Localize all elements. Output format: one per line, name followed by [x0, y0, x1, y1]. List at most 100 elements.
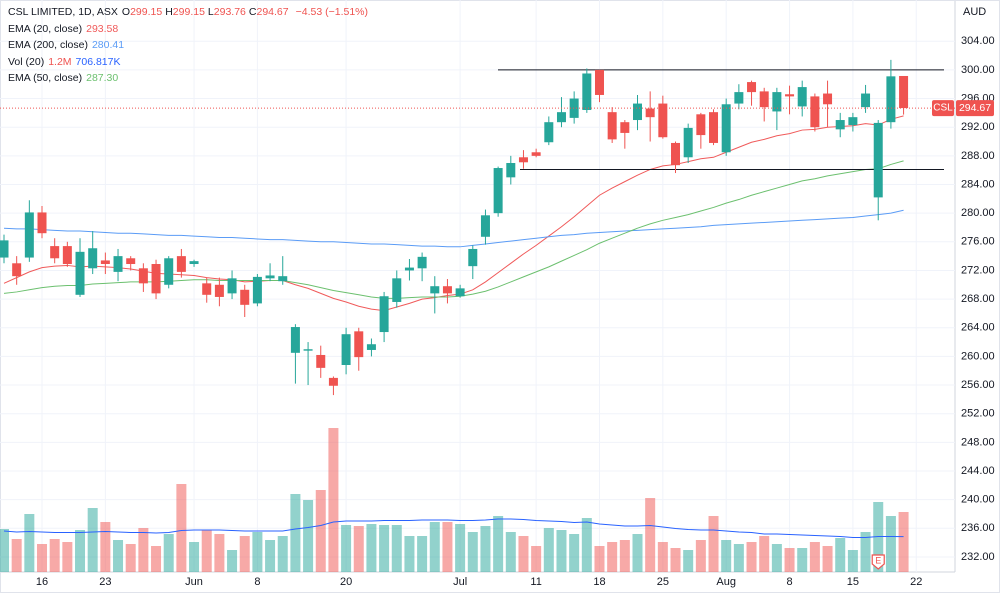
- volume-bar: [277, 536, 288, 572]
- y-tick-label: 236.00: [961, 522, 995, 534]
- candle-body: [50, 246, 60, 259]
- volume-bar: [87, 508, 98, 572]
- volume-bar: [11, 539, 22, 572]
- candle-body: [430, 286, 440, 294]
- volume-bar: [214, 534, 225, 572]
- volume-bar: [125, 544, 136, 572]
- volume-bar: [404, 536, 415, 572]
- x-tick-label: 16: [36, 576, 48, 588]
- volume-bar: [455, 524, 466, 572]
- volume-bar: [189, 542, 200, 572]
- ohlc-item: O299.15: [122, 6, 165, 18]
- volume-bar: [49, 539, 60, 572]
- ohlc: O299.15 H299.15 L293.76 C294.67: [122, 6, 292, 18]
- indicator-legend: EMA (20, close) 293.58 EMA (200, close) 280…: [8, 21, 372, 87]
- legend-name: Vol (20): [8, 55, 45, 68]
- volume-bar: [442, 522, 453, 572]
- candle-body: [468, 248, 478, 267]
- candle-body: [252, 276, 262, 304]
- volume-bar: [315, 490, 326, 572]
- y-tick-label: 248.00: [961, 436, 995, 448]
- volume-bar: [835, 538, 846, 572]
- volume-bar: [569, 534, 580, 572]
- candle-body: [709, 112, 719, 143]
- legend-title-row: CSL LIMITED, 1D, ASX O299.15 H299.15 L293.7…: [8, 4, 372, 21]
- candle-body: [493, 168, 503, 214]
- volume-bar: [860, 532, 871, 572]
- volume-bar: [151, 546, 162, 572]
- y-tick-label: 276.00: [961, 236, 995, 248]
- y-tick-label: 268.00: [961, 293, 995, 305]
- candle-body: [379, 296, 389, 333]
- y-tick-label: 288.00: [961, 150, 995, 162]
- volume-bar: [201, 530, 212, 572]
- candle-body: [366, 344, 376, 350]
- candle-body: [151, 264, 161, 294]
- candle-body: [455, 288, 465, 297]
- candle-body: [658, 103, 668, 138]
- x-tick-label: Jun: [185, 576, 203, 588]
- volume-bar: [493, 516, 504, 572]
- candle-body: [176, 256, 186, 272]
- candle-body: [734, 92, 744, 104]
- volume-bar: [391, 525, 402, 572]
- y-tick-label: 260.00: [961, 350, 995, 362]
- volume-bar: [265, 540, 276, 572]
- earnings-marker: [871, 554, 885, 570]
- volume-bar: [809, 542, 820, 572]
- volume-bar: [721, 540, 732, 572]
- candle-body: [785, 94, 795, 97]
- volume-bar: [467, 532, 478, 572]
- candle-body: [265, 275, 275, 279]
- volume-bar: [556, 530, 567, 572]
- candle-body: [645, 108, 655, 118]
- volume-bar: [657, 542, 668, 572]
- candle-body: [62, 246, 72, 265]
- ohlc-value: 293.76: [213, 6, 246, 18]
- x-tick-label: Jul: [453, 576, 467, 588]
- candle-body: [303, 349, 313, 351]
- volume-bar: [303, 500, 314, 572]
- volume-bar: [645, 498, 656, 572]
- candle-body: [138, 268, 148, 284]
- volume-bar: [670, 548, 681, 572]
- symbol-title: CSL LIMITED, 1D, ASX: [8, 6, 118, 18]
- volume-bar: [632, 534, 643, 572]
- legend-value: 1.2M: [48, 55, 72, 68]
- legend-name: EMA (50, close): [8, 72, 83, 84]
- legend-value: 280.41: [91, 39, 125, 51]
- candle-body: [671, 142, 681, 166]
- volume-bar: [619, 540, 630, 572]
- volume-bar: [531, 546, 542, 572]
- ohlc-label: O: [121, 6, 131, 18]
- x-tick-label: 15: [847, 576, 859, 588]
- candle-body: [12, 263, 22, 277]
- candle-body: [848, 117, 858, 126]
- ohlc-label: H: [165, 6, 173, 18]
- candle-body: [620, 122, 630, 133]
- volume-bar: [784, 548, 795, 572]
- candle-body: [696, 114, 706, 136]
- volume-bar: [607, 542, 618, 572]
- volume-bar: [62, 542, 73, 572]
- candle-body: [290, 327, 300, 353]
- candle-body: [316, 354, 326, 368]
- candle-body: [899, 75, 909, 109]
- volume-bar: [733, 544, 744, 572]
- legend-value: 287.30: [86, 72, 119, 84]
- candle-body: [392, 278, 402, 302]
- price-badge: [956, 100, 994, 117]
- volume-bar: [683, 550, 694, 572]
- candle-body: [227, 278, 237, 294]
- volume-bar: [594, 546, 605, 572]
- volume-bar: [366, 524, 377, 572]
- volume-bar: [163, 534, 174, 572]
- candle-body: [556, 112, 566, 123]
- candle-body: [354, 331, 364, 358]
- candle-body: [544, 122, 554, 143]
- volume-bar: [695, 540, 706, 572]
- volume-bar: [252, 532, 263, 572]
- y-tick-label: 252.00: [961, 408, 995, 420]
- candle-body: [328, 377, 338, 386]
- legend-row: Vol (20) 1.2M 706.817K: [8, 54, 372, 71]
